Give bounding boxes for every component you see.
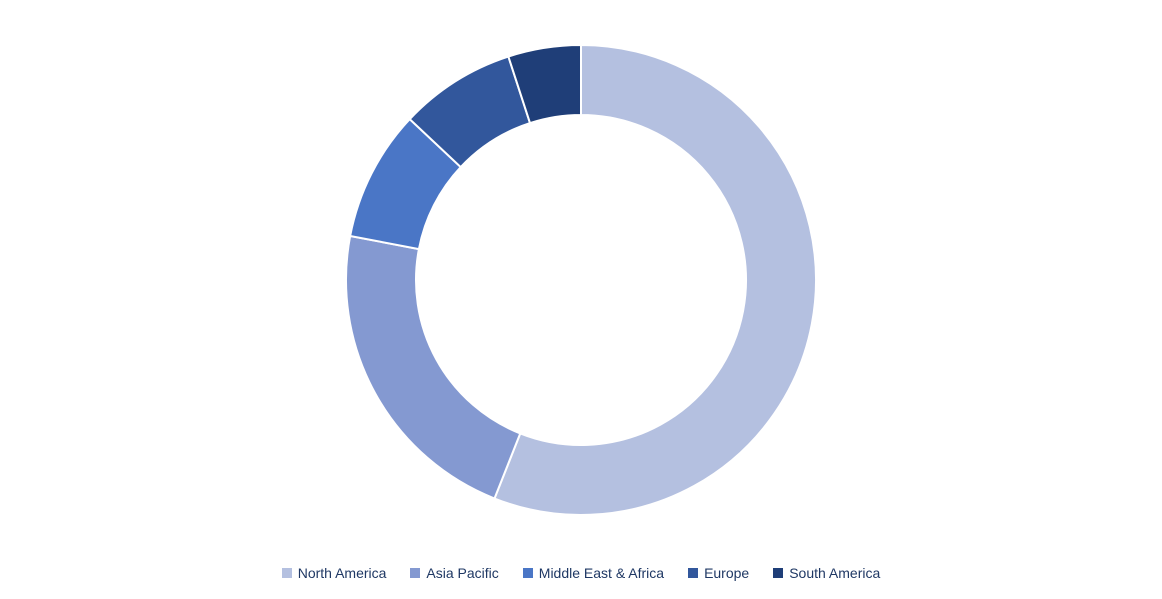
- legend-label: Middle East & Africa: [539, 565, 664, 581]
- donut-chart: [0, 0, 1162, 599]
- legend-label: Europe: [704, 565, 749, 581]
- legend-swatch-icon: [523, 568, 533, 578]
- legend-item-3: Europe: [688, 565, 749, 581]
- donut-slice-1: [346, 236, 520, 499]
- legend-label: Asia Pacific: [426, 565, 498, 581]
- legend-item-4: South America: [773, 565, 880, 581]
- legend-label: North America: [298, 565, 387, 581]
- legend-item-2: Middle East & Africa: [523, 565, 664, 581]
- legend-swatch-icon: [773, 568, 783, 578]
- donut-chart-container: North America Asia Pacific Middle East & A…: [0, 0, 1162, 599]
- legend-item-0: North America: [282, 565, 387, 581]
- legend-swatch-icon: [282, 568, 292, 578]
- legend-item-1: Asia Pacific: [410, 565, 498, 581]
- legend-label: South America: [789, 565, 880, 581]
- chart-legend: North America Asia Pacific Middle East & A…: [0, 565, 1162, 581]
- legend-swatch-icon: [410, 568, 420, 578]
- legend-swatch-icon: [688, 568, 698, 578]
